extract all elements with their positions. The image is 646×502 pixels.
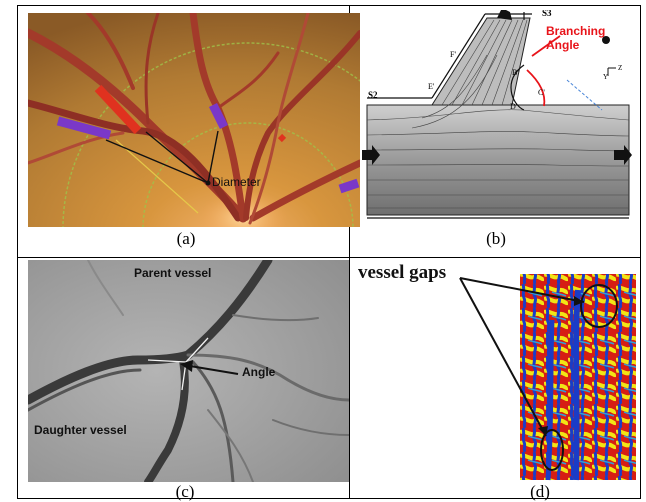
vessel-photo [28, 260, 349, 482]
branching-angle-label: Branching Angle [546, 24, 606, 52]
panel-b-branching-diagram: S2 S3 E' F' B' C' D' Y Z Branching Angle [362, 10, 634, 222]
panel-a-caption: (a) [176, 229, 196, 248]
panel-c-vessel-image: Parent vessel Angle Daughter vessel [28, 260, 349, 482]
axis-y-label: Y [603, 73, 609, 81]
c-label: C' [538, 88, 545, 97]
panel-b-caption: (b) [486, 229, 506, 248]
axis-z-label: Z [618, 64, 623, 72]
d-label: D' [510, 102, 518, 111]
panel-d-heatmap: vessel gaps [352, 260, 638, 482]
f-label: F' [450, 50, 456, 59]
b-label: B' [512, 68, 519, 77]
panel-a-fundus-image: Diameter [28, 13, 360, 227]
angle-label: Angle [242, 365, 276, 379]
grid-divider-vertical [349, 6, 350, 498]
diameter-label: Diameter [212, 175, 261, 189]
panel-c-caption: (c) [175, 482, 195, 501]
s3-label: S3 [542, 10, 552, 18]
daughter-vessel-label: Daughter vessel [34, 423, 127, 437]
parent-vessel-label: Parent vessel [134, 266, 212, 280]
e-label: E' [428, 82, 435, 91]
s2-label: S2 [368, 90, 378, 100]
grid-divider-horizontal [18, 257, 640, 258]
fundus-photo [28, 13, 360, 227]
heatmap-image [459, 274, 636, 481]
figure-grid [17, 5, 641, 499]
branching-diagram [362, 10, 632, 219]
vessel-gaps-label: vessel gaps [358, 262, 447, 283]
panel-d-caption: (d) [530, 482, 550, 501]
